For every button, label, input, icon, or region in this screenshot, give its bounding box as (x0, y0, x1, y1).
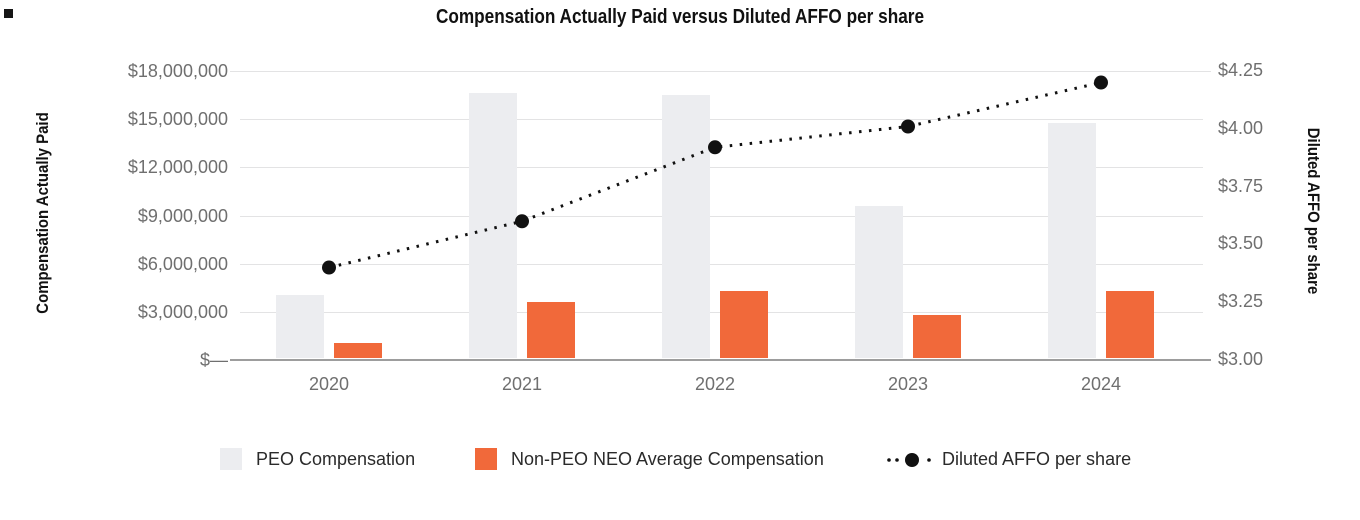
affo-point-2022 (708, 140, 722, 155)
affo-point-2020 (322, 260, 336, 275)
legend-label-peo: PEO Compensation (256, 449, 416, 469)
chart-title: Compensation Actually Paid versus Dilute… (435, 6, 925, 28)
affo-point-2021 (515, 214, 529, 229)
left-tick-label: $— (199, 350, 228, 370)
gridline (230, 71, 1211, 72)
legend-swatch-non-peo (475, 448, 497, 470)
right-axis-title: Diluted AFFO per share (1304, 127, 1323, 295)
x-tick-label-2023: 2023 (887, 374, 929, 394)
right-tick-label: $3.00 (1218, 349, 1264, 369)
x-axis-line (230, 358, 1211, 361)
left-tick-label: $9,000,000 (137, 205, 228, 226)
left-tick-label: $18,000,000 (127, 61, 228, 81)
left-tick-label: $6,000,000 (137, 253, 228, 274)
gridline (240, 215, 1203, 217)
legend-label-affo: Diluted AFFO per share (942, 449, 1132, 469)
legend-swatch-peo (220, 448, 242, 470)
bar-non-peo-2023 (913, 314, 961, 358)
gridline (240, 263, 1203, 265)
affo-point-2023 (901, 119, 915, 134)
x-tick-label-2024: 2024 (1080, 374, 1122, 394)
x-tick-label-2020: 2020 (308, 374, 350, 394)
gridline (240, 119, 1203, 121)
bar-peo-2022 (662, 94, 710, 358)
bar-peo-2023 (855, 206, 903, 358)
gridline (240, 167, 1203, 169)
right-tick-label: $4.00 (1218, 117, 1264, 138)
right-tick-label: $3.75 (1218, 175, 1264, 196)
right-tick-label: $3.25 (1218, 291, 1264, 312)
left-tick-label: $15,000,000 (127, 109, 228, 130)
bar-non-peo-2024 (1106, 291, 1154, 358)
right-tick-label: $3.50 (1218, 233, 1264, 254)
corner-mark (4, 9, 13, 18)
bar-peo-2024 (1048, 122, 1096, 358)
legend-label-non-peo: Non-PEO NEO Average Compensation (511, 449, 824, 469)
bar-non-peo-2022 (720, 290, 768, 358)
bar-peo-2021 (469, 93, 517, 358)
bar-non-peo-2021 (527, 301, 575, 358)
left-tick-label: $3,000,000 (137, 301, 228, 322)
x-tick-label-2021: 2021 (501, 374, 543, 394)
bar-peo-2020 (276, 295, 324, 358)
plot-area (230, 71, 1211, 361)
affo-line-layer (322, 75, 1108, 275)
affo-point-2024 (1094, 75, 1108, 90)
legend-dotted-line-marker-icon (886, 452, 934, 473)
right-tick-label: $4.25 (1218, 60, 1264, 80)
x-tick-label-2022: 2022 (694, 374, 736, 394)
bar-non-peo-2020 (334, 342, 382, 358)
left-tick-label: $12,000,000 (127, 157, 228, 178)
